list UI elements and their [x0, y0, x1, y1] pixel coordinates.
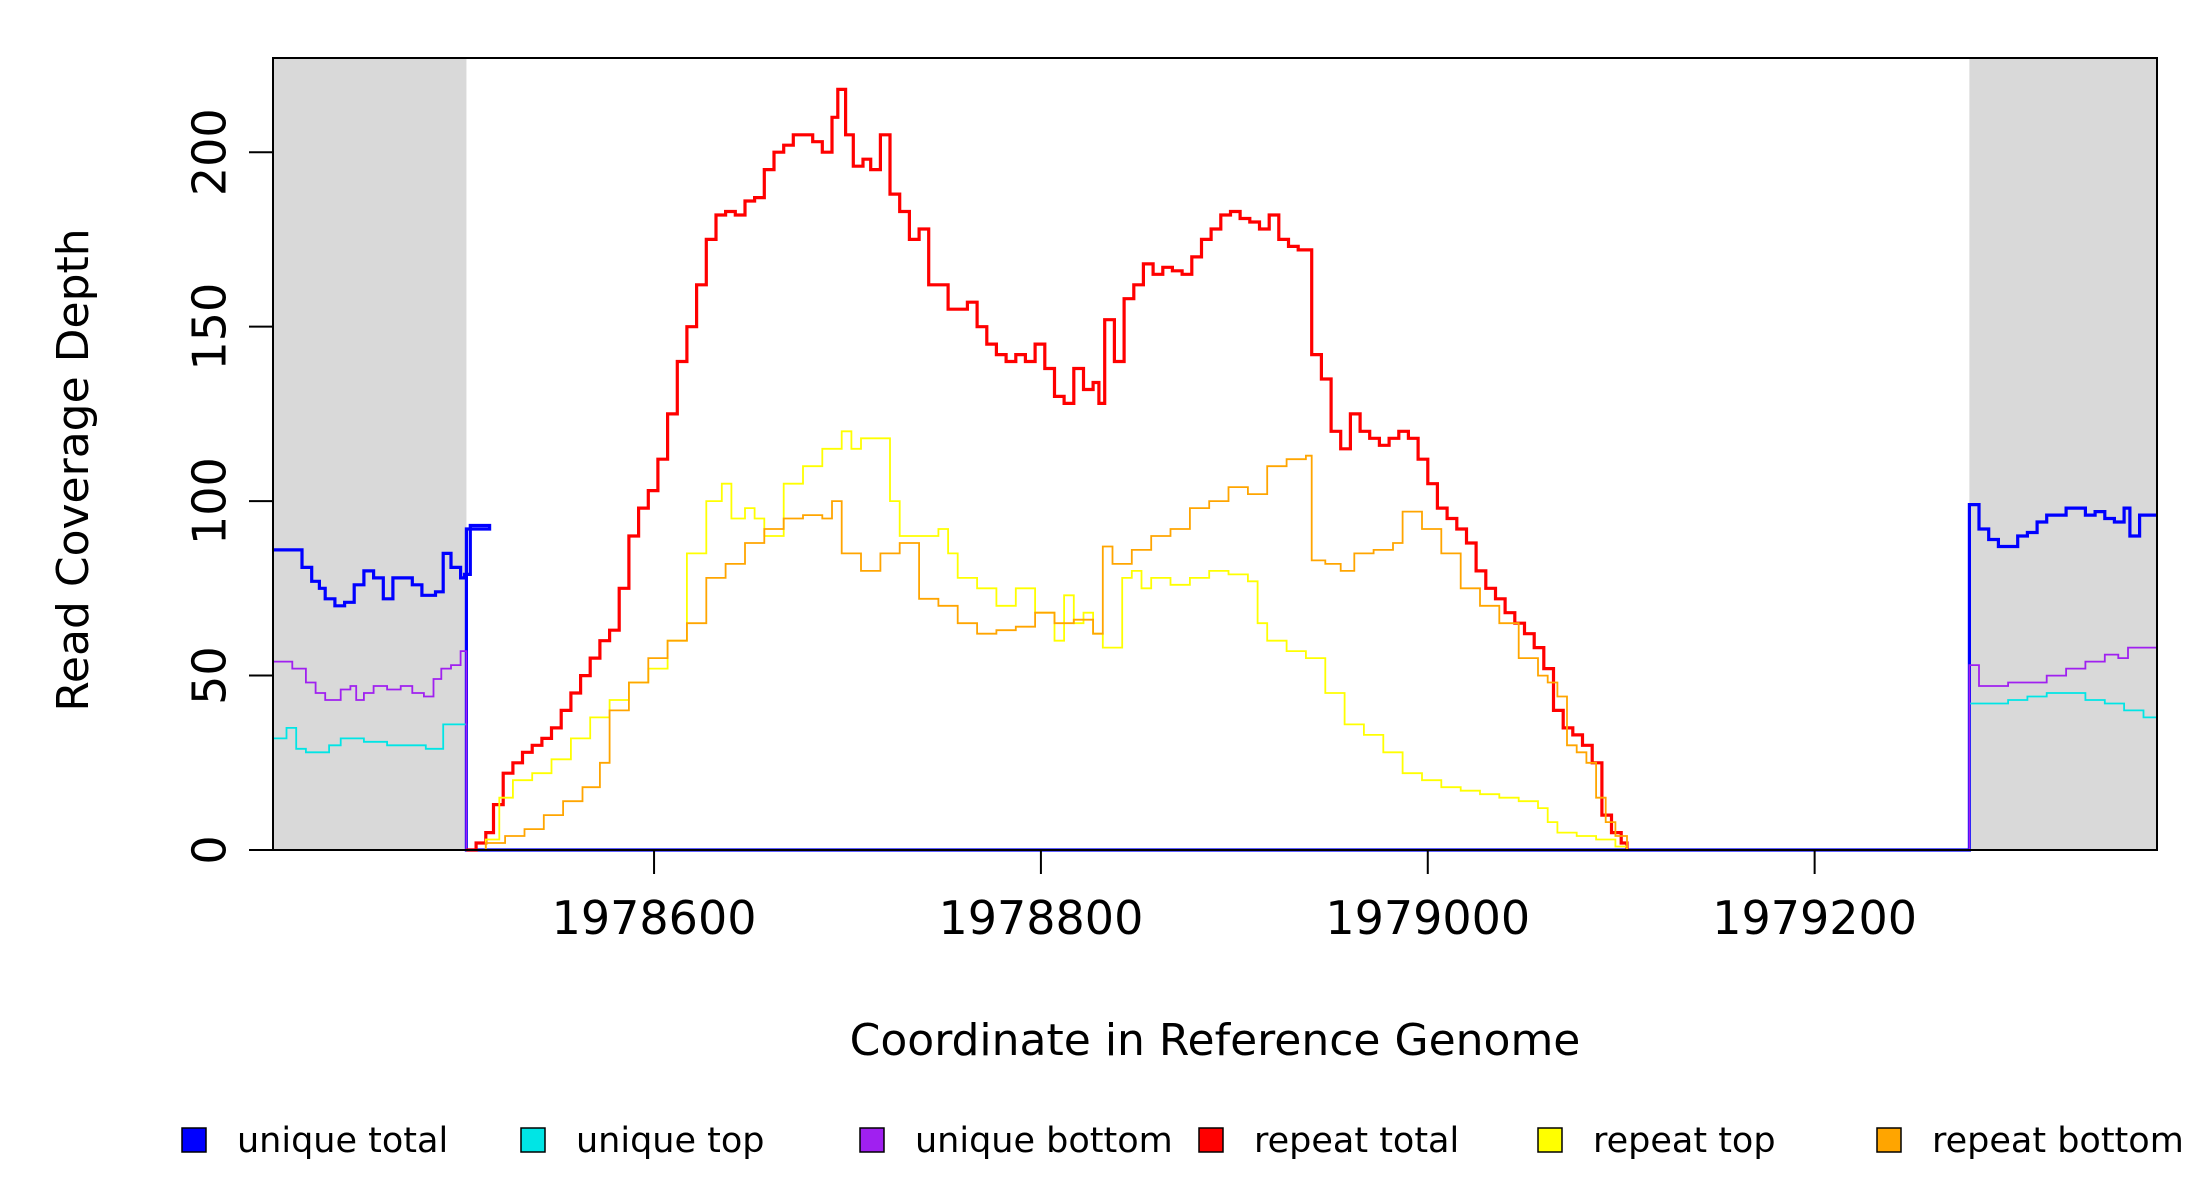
- legend-swatch-unique-total: [181, 1127, 207, 1153]
- y-tick-label: 50: [183, 646, 237, 705]
- legend-label-repeat-bottom: repeat bottom: [1932, 1121, 2184, 1161]
- legend-label-repeat-top: repeat top: [1593, 1121, 1776, 1161]
- series-line-unique-total: [273, 503, 2157, 852]
- legend-swatch-unique-top: [520, 1127, 546, 1153]
- series-line-repeat-top: [466, 430, 1628, 851]
- x-tick-label: 1979000: [1325, 891, 1530, 945]
- legend-swatch-repeat-bottom: [1876, 1127, 1902, 1153]
- legend: unique total unique top unique bottom repea…: [181, 1121, 2184, 1161]
- x-axis-title: Coordinate in Reference Genome: [850, 1015, 1581, 1066]
- shaded-region-0: [273, 58, 467, 850]
- legend-label-repeat-total: repeat total: [1254, 1121, 1459, 1161]
- series-line-unique-bottom: [273, 646, 2157, 851]
- plot-frame: [272, 57, 2158, 851]
- y-axis-title: Read Coverage Depth: [48, 228, 99, 711]
- x-tick-label: 1978600: [552, 891, 757, 945]
- shaded-regions: [273, 58, 2157, 850]
- y-tick-label: 0: [183, 835, 237, 864]
- shaded-region-1: [1969, 58, 2157, 850]
- y-tick-label: 150: [183, 283, 237, 371]
- legend-swatch-unique-bottom: [859, 1127, 885, 1153]
- y-tick-label: 100: [183, 457, 237, 545]
- series-line-repeat-total: [466, 87, 1629, 852]
- legend-label-unique-bottom: unique bottom: [915, 1121, 1173, 1161]
- legend-label-unique-top: unique top: [576, 1121, 765, 1161]
- x-tick-label: 1979200: [1712, 891, 1917, 945]
- series-lines: [273, 87, 2157, 852]
- series-line-unique-top: [273, 692, 2157, 851]
- legend-swatch-repeat-top: [1537, 1127, 1563, 1153]
- x-axis: 1978600 1978800 1979000 1979200: [552, 849, 1917, 945]
- y-tick-label: 200: [183, 108, 237, 196]
- series-line-repeat-bottom: [466, 454, 1628, 851]
- legend-label-unique-total: unique total: [237, 1121, 448, 1161]
- legend-swatch-repeat-total: [1198, 1127, 1224, 1153]
- x-tick-label: 1978800: [938, 891, 1143, 945]
- y-axis: 0 50 100 150 200: [183, 108, 274, 865]
